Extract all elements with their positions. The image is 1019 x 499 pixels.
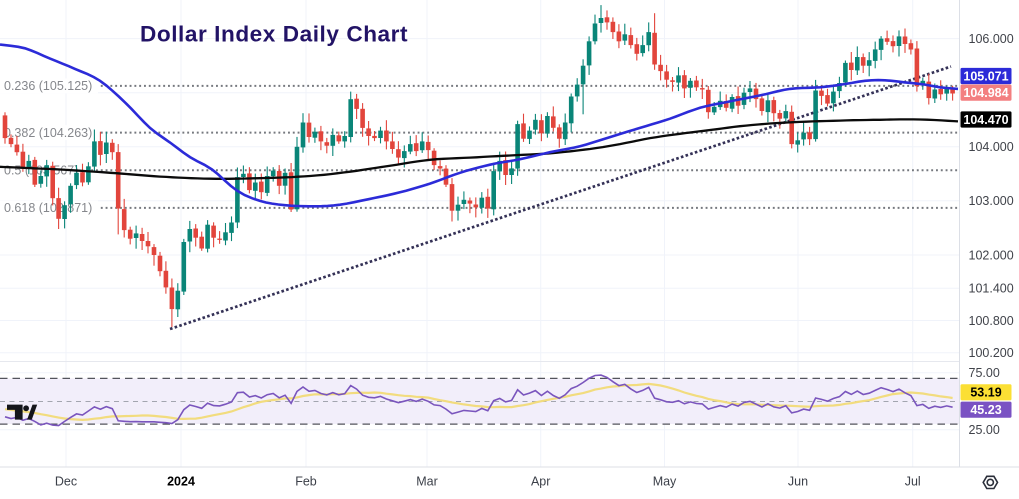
svg-text:2024: 2024 xyxy=(167,475,195,489)
svg-text:100.200: 100.200 xyxy=(969,346,1014,360)
svg-text:Jun: Jun xyxy=(788,475,808,489)
svg-text:Apr: Apr xyxy=(531,475,550,489)
svg-text:104.984: 104.984 xyxy=(963,86,1008,100)
svg-text:Dollar Index Daily Chart: Dollar Index Daily Chart xyxy=(140,22,408,47)
svg-text:75.00: 75.00 xyxy=(969,366,1000,380)
svg-text:102.000: 102.000 xyxy=(969,248,1014,262)
svg-text:Jul: Jul xyxy=(905,475,921,489)
svg-text:0.618 (102.871): 0.618 (102.871) xyxy=(4,201,92,215)
svg-text:101.400: 101.400 xyxy=(969,282,1014,296)
svg-text:104.000: 104.000 xyxy=(969,140,1014,154)
svg-text:Feb: Feb xyxy=(295,475,317,489)
svg-text:Mar: Mar xyxy=(416,475,438,489)
svg-text:25.00: 25.00 xyxy=(969,423,1000,437)
svg-text:103.000: 103.000 xyxy=(969,194,1014,208)
svg-text:53.19: 53.19 xyxy=(970,386,1001,400)
svg-text:Dec: Dec xyxy=(55,475,77,489)
svg-text:May: May xyxy=(653,475,677,489)
svg-text:106.000: 106.000 xyxy=(969,32,1014,46)
svg-text:104.470: 104.470 xyxy=(963,113,1008,127)
svg-text:105.071: 105.071 xyxy=(963,69,1008,83)
svg-text:100.800: 100.800 xyxy=(969,314,1014,328)
svg-text:45.23: 45.23 xyxy=(970,403,1001,417)
svg-text:0.236 (105.125): 0.236 (105.125) xyxy=(4,79,92,93)
